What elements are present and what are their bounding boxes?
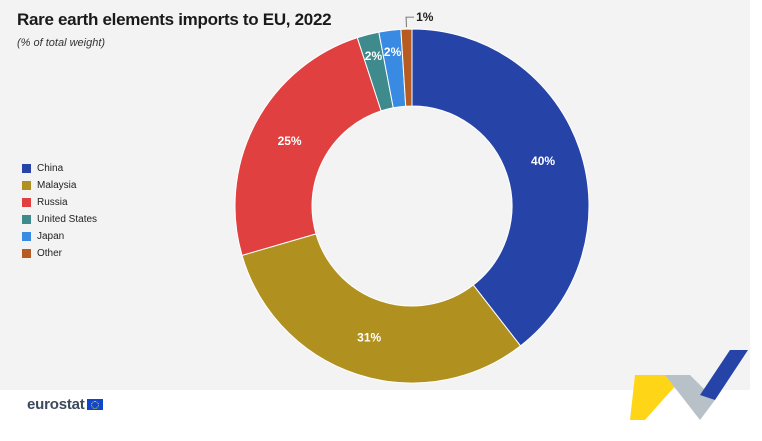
legend-label: Malaysia [37,180,77,191]
legend-label: Other [37,248,63,259]
legend-item-malaysia[interactable]: Malaysia [22,177,97,194]
slice-label-united-states: 2% [365,49,383,63]
legend-item-other[interactable]: Other [22,245,97,262]
slice-russia[interactable] [234,37,382,257]
legend-swatch [22,249,31,258]
eurostat-logo: eurostat [27,396,103,413]
legend-label: Russia [37,197,68,208]
legend-swatch [22,215,31,224]
slice-label-japan: 2% [384,45,402,59]
slice-label-russia: 25% [278,134,302,148]
donut-slices [234,28,590,384]
leader-line-other [405,16,415,28]
deco-blue-stripe [700,350,748,400]
legend-swatch [22,164,31,173]
slice-malaysia[interactable] [241,233,522,384]
donut-labels: 40% 31% 25% 2% 2% 1% [278,10,556,345]
deco-grey-stripe [665,375,715,420]
legend-swatch [22,232,31,241]
legend-item-united-states[interactable]: United States [22,211,97,228]
deco-yellow-stripe [630,375,685,420]
legend-item-russia[interactable]: Russia [22,194,97,211]
chart-legend: China Malaysia Russia United States Japa… [22,160,97,262]
slice-china[interactable] [411,28,590,347]
slice-label-other: 1% [416,10,434,24]
legend-swatch [22,181,31,190]
decorative-chevron-icon [630,350,748,420]
legend-label: China [37,163,64,174]
legend-swatch [22,198,31,207]
legend-item-japan[interactable]: Japan [22,228,97,245]
slice-label-china: 40% [531,154,555,168]
eu-flag-icon [86,399,103,410]
slice-label-malaysia: 31% [357,331,381,345]
legend-label: Japan [37,231,65,242]
slice-other[interactable] [400,28,413,107]
chart-subtitle: (% of total weight) [17,37,106,49]
legend-label: United States [37,214,98,225]
chart-title: Rare earth elements imports to EU, 2022 [17,10,332,29]
brand-wordmark: eurostat [27,396,85,413]
legend-item-china[interactable]: China [22,160,97,177]
